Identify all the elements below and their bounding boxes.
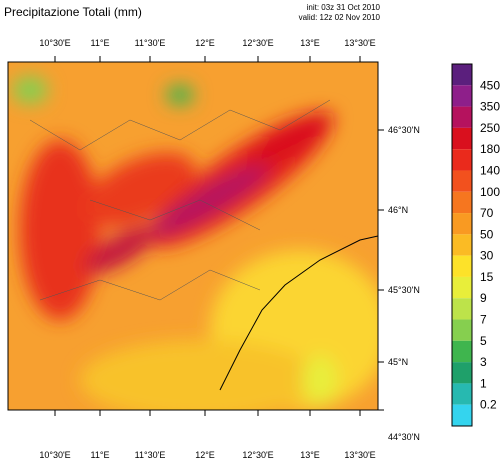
colorbar-box: [452, 319, 472, 341]
valid-time: valid: 12z 02 Nov 2010: [299, 13, 381, 22]
lat-label: 46°30'N: [388, 125, 420, 135]
lon-label: 13°E: [300, 450, 320, 460]
colorbar-box: [452, 404, 472, 426]
colorbar-box: [452, 298, 472, 320]
lon-label: 12°E: [195, 38, 215, 48]
colorbar-label: 350: [480, 100, 500, 114]
colorbar-box: [452, 64, 472, 86]
lon-label: 13°30'E: [344, 450, 375, 460]
colorbar-box: [452, 149, 472, 171]
lon-label: 13°30'E: [344, 38, 375, 48]
colorbar-frame: [451, 63, 473, 427]
colorbar-box: [452, 127, 472, 150]
lon-label: 11°30'E: [135, 450, 166, 460]
lat-label: 44°30'N: [388, 432, 420, 442]
lon-label: 13°E: [300, 38, 320, 48]
lat-label: 45°N: [388, 357, 408, 367]
lon-label: 12°E: [195, 450, 215, 460]
colorbar-box: [452, 191, 472, 214]
colorbar-label: 7: [480, 313, 487, 327]
colorbar-label: 9: [480, 291, 487, 305]
colorbar-label: 50: [480, 227, 494, 241]
colorbar-box: [452, 85, 472, 107]
colorbar-label: 5: [480, 334, 487, 348]
colorbar-box: [452, 213, 472, 235]
colorbar-box: [452, 234, 472, 256]
lon-label: 10°30'E: [39, 38, 70, 48]
coastline: [219, 235, 378, 391]
colorbar-label: 15: [480, 270, 494, 284]
colorbar-label: 1: [480, 376, 487, 390]
colorbar-box: [452, 362, 472, 384]
colorbar-label: 3: [480, 355, 487, 369]
colorbar-label: 0.2: [480, 398, 497, 412]
colorbar-label: 30: [480, 249, 494, 263]
lat-label: 45°30'N: [388, 285, 420, 295]
lon-label: 11°E: [91, 450, 110, 460]
init-time: init: 03z 31 Oct 2010: [307, 3, 381, 12]
colorbar-label: 100: [480, 185, 500, 199]
lon-label: 10°30'E: [39, 450, 70, 460]
colorbar-label: 70: [480, 206, 494, 220]
lon-label: 11°E: [91, 38, 110, 48]
colorbar-label: 450: [480, 78, 500, 92]
colorbar-label: 140: [480, 163, 500, 177]
borders: [29, 99, 331, 301]
map-frame: [7, 61, 379, 411]
lon-label: 11°30'E: [135, 38, 166, 48]
colorbar-box: [452, 340, 472, 363]
colorbar-label: 250: [480, 121, 500, 135]
colorbar-box: [452, 106, 472, 128]
colorbar-box: [452, 383, 472, 405]
colorbar-box: [452, 170, 472, 192]
title: Precipitazione Totali (mm): [4, 5, 142, 19]
lon-label: 12°30'E: [242, 38, 273, 48]
colorbar-label: 180: [480, 142, 500, 156]
colorbar-box: [452, 276, 472, 299]
lon-label: 12°30'E: [242, 450, 273, 460]
lat-label: 46°N: [388, 205, 408, 215]
colorbar-box: [452, 255, 472, 277]
precip-field: [8, 62, 378, 410]
